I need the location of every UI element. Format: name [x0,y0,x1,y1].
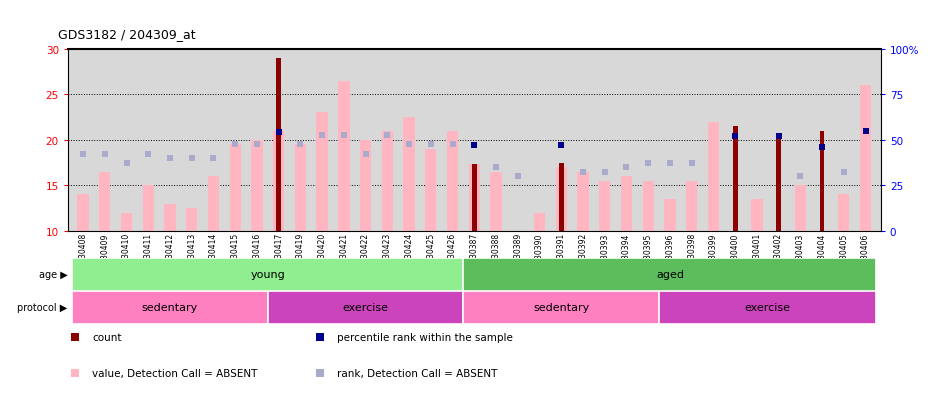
Bar [707,122,719,231]
Bar [463,291,659,324]
Bar [382,131,393,231]
Bar [73,258,463,291]
Bar [838,195,850,231]
Bar [187,209,198,231]
Bar [230,145,241,231]
Bar [469,165,479,231]
Text: aged: aged [656,270,684,280]
Bar [142,186,154,231]
Text: count: count [92,332,122,342]
Bar [164,204,175,231]
Bar [599,181,610,231]
Bar [121,213,132,231]
Bar [360,140,371,231]
Bar [252,140,263,231]
Bar [559,163,563,231]
Text: sedentary: sedentary [142,303,198,313]
Bar [276,59,281,231]
Bar [621,177,632,231]
Text: protocol ▶: protocol ▶ [17,303,68,313]
Bar [577,172,589,231]
Bar [403,118,414,231]
Bar [99,172,110,231]
Text: GDS3182 / 204309_at: GDS3182 / 204309_at [58,28,196,41]
Bar [338,81,349,231]
Bar [534,213,545,231]
Text: age ▶: age ▶ [39,270,68,280]
Bar [795,186,806,231]
Bar [820,131,824,231]
Bar [463,258,876,291]
Bar [73,291,268,324]
Bar [268,291,463,324]
Bar [860,86,871,231]
Text: value, Detection Call = ABSENT: value, Detection Call = ABSENT [92,368,258,378]
Bar [425,150,436,231]
Bar [686,181,697,231]
Bar [751,199,762,231]
Bar [733,127,738,231]
Bar [472,165,477,231]
Bar [776,136,781,231]
Bar [295,145,306,231]
Bar [447,131,458,231]
Bar [491,172,502,231]
Bar [556,168,567,231]
Text: exercise: exercise [745,303,790,313]
Text: rank, Detection Call = ABSENT: rank, Detection Call = ABSENT [337,368,497,378]
Text: young: young [251,270,285,280]
Bar [642,181,654,231]
Bar [659,291,876,324]
Bar [208,177,219,231]
Text: exercise: exercise [343,303,389,313]
Bar [664,199,675,231]
Bar [317,113,328,231]
Bar [77,195,89,231]
Bar [273,131,284,231]
Text: sedentary: sedentary [533,303,590,313]
Text: percentile rank within the sample: percentile rank within the sample [337,332,513,342]
